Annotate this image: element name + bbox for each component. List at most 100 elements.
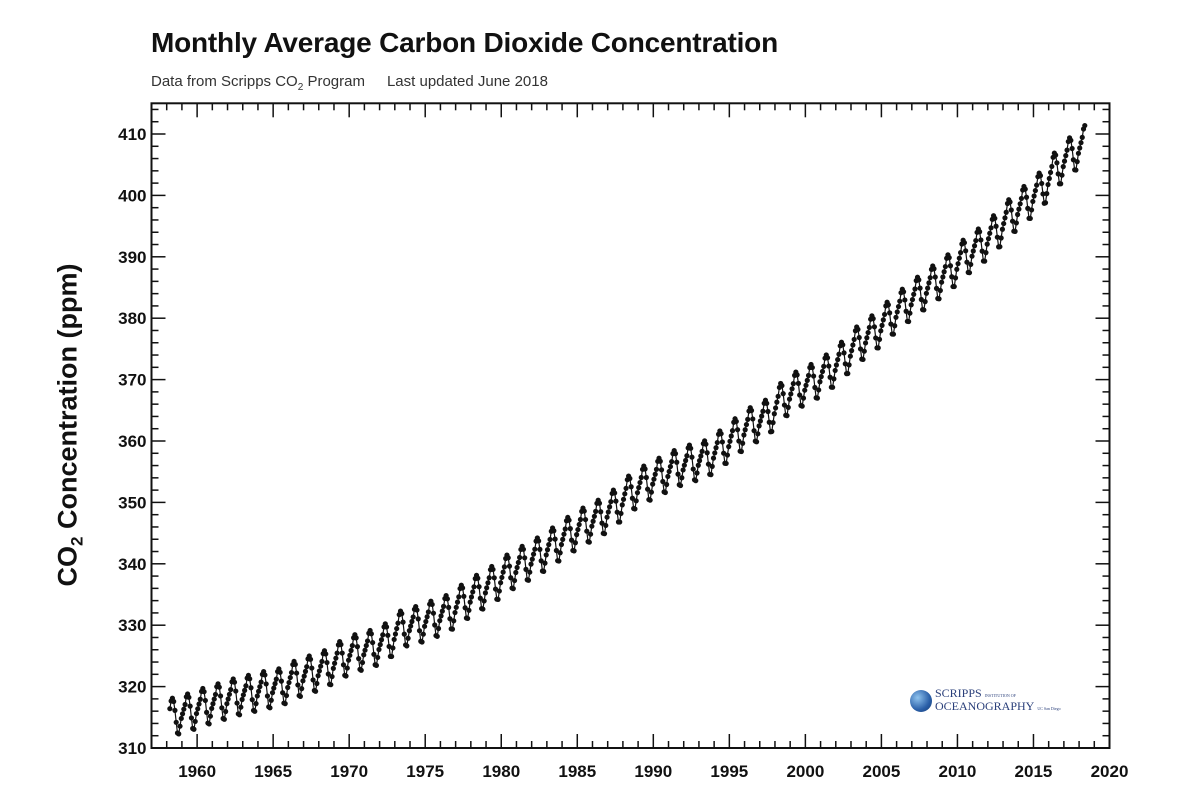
co2-data-point [239, 696, 245, 703]
subtitle-updated: Last updated June 2018 [386, 73, 548, 90]
co2-data-point [466, 607, 472, 613]
co2-data-point [1049, 163, 1055, 170]
logo-line2: OCEANOGRAPHY [935, 699, 1035, 713]
plot-frame [150, 102, 1111, 750]
co2-data-point [1060, 164, 1066, 170]
co2-data-point [772, 405, 779, 411]
co2-data-point [525, 577, 532, 583]
co2-data-point [890, 331, 897, 337]
co2-data-point [300, 678, 306, 684]
y-tick-label: 400 [118, 186, 146, 205]
co2-data-point [202, 697, 208, 704]
co2-data-point [620, 496, 627, 502]
co2-data-point [833, 362, 840, 368]
co2-data-point [984, 241, 990, 247]
co2-data-point [982, 258, 988, 264]
co2-data-point [462, 605, 468, 611]
co2-data-point [864, 335, 870, 341]
co2-data-point [712, 450, 718, 456]
co2-data-point [849, 348, 855, 354]
co2-data-point [484, 585, 490, 591]
co2-data-point [988, 225, 994, 231]
co2-data-point [771, 411, 777, 417]
co2-data-point [590, 518, 596, 524]
co2-data-point [361, 652, 367, 658]
co2-data-point [664, 481, 670, 488]
co2-data-point [997, 244, 1003, 250]
co2-data-point [299, 686, 305, 692]
co2-data-point [955, 261, 961, 267]
co2-data-point [537, 546, 543, 552]
co2-data-point [467, 599, 473, 605]
co2-data-point [209, 705, 215, 712]
co2-data-point [1082, 122, 1088, 129]
co2-data-point [482, 590, 489, 596]
co2-data-point [613, 498, 619, 504]
co2-data-point [206, 721, 212, 727]
co2-data-point [179, 711, 186, 717]
co2-data-point [951, 283, 957, 290]
co2-data-point [604, 514, 610, 520]
co2-data-point [400, 619, 406, 625]
co2-data-point [729, 428, 736, 434]
co2-data-point [182, 701, 188, 708]
co2-data-point [258, 679, 264, 685]
co2-data-point [181, 706, 187, 712]
co2-data-point [705, 461, 712, 467]
co2-data-point [334, 650, 340, 656]
co2-data-point [217, 693, 224, 699]
co2-data-point [618, 510, 624, 517]
co2-data-point [546, 542, 552, 548]
co2-data-point [532, 546, 538, 552]
co2-data-point [1030, 198, 1036, 205]
co2-data-point [805, 372, 812, 379]
co2-data-point [941, 269, 947, 275]
x-tick-label: 2020 [1091, 762, 1129, 781]
co2-data-point [1001, 220, 1007, 227]
co2-data-point [318, 663, 324, 669]
co2-data-point [338, 641, 344, 648]
co2-data-point [1037, 173, 1044, 179]
co2-data-point [1073, 167, 1079, 173]
co2-data-point [906, 318, 912, 325]
co2-data-point [416, 628, 423, 634]
co2-data-point [1023, 194, 1030, 200]
co2-data-point [505, 555, 511, 561]
co2-data-point [789, 386, 795, 392]
co2-data-point [582, 516, 589, 523]
co2-data-point [769, 428, 775, 435]
co2-data-point [356, 656, 362, 662]
co2-data-point [985, 236, 992, 242]
co2-data-point [855, 326, 861, 333]
co2-data-point [617, 519, 623, 525]
co2-data-point [714, 439, 720, 446]
co2-data-point [710, 455, 717, 461]
co2-data-point [173, 719, 179, 725]
co2-data-point [562, 526, 568, 532]
y-tick-label: 410 [118, 125, 146, 144]
co2-data-point [405, 635, 411, 641]
co2-data-point [421, 623, 428, 629]
co2-data-point [223, 708, 229, 715]
x-tick-label: 1995 [710, 762, 748, 781]
co2-data-point [228, 686, 234, 693]
co2-data-point [956, 255, 962, 261]
co2-data-point [977, 229, 983, 235]
co2-data-point [552, 536, 558, 542]
co2-data-point [970, 248, 976, 254]
co2-data-point [254, 693, 260, 699]
co2-data-point [408, 623, 414, 629]
co2-data-point [1007, 199, 1013, 205]
co2-data-point [652, 471, 658, 477]
co2-data-point [878, 328, 884, 334]
co2-data-point [389, 653, 395, 660]
x-tick-label: 2015 [1015, 762, 1053, 781]
co2-data-point [419, 639, 425, 645]
chart-title: Monthly Average Carbon Dioxide Concentra… [151, 27, 778, 58]
x-tick-label: 2000 [786, 762, 824, 781]
co2-data-point [480, 606, 486, 612]
co2-data-point [698, 453, 704, 459]
co2-data-point [295, 682, 301, 688]
co2-data-point [330, 665, 336, 671]
co2-data-point [257, 684, 263, 690]
